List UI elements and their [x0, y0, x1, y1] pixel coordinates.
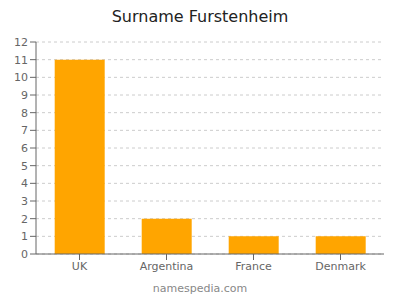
- svg-text:9: 9: [21, 89, 28, 102]
- html-text:namespedia.com: namespedia.com: [152, 282, 248, 295]
- html-text:Surname Furstenheim: Surname Furstenheim: [111, 7, 289, 26]
- svg-text:7: 7: [21, 124, 28, 137]
- svg-text:4: 4: [21, 177, 28, 190]
- svg-text:2: 2: [21, 213, 28, 226]
- svg-text:0: 0: [21, 248, 28, 261]
- svg-text:12: 12: [14, 36, 28, 49]
- svg-text:1: 1: [21, 230, 28, 243]
- svg-text:France: France: [235, 260, 272, 273]
- svg-text:Denmark: Denmark: [315, 260, 366, 273]
- svg-text:5: 5: [21, 160, 28, 173]
- svg-text:6: 6: [21, 142, 28, 155]
- svg-text:10: 10: [14, 71, 28, 84]
- svg-text:11: 11: [14, 54, 28, 67]
- svg-text:8: 8: [21, 107, 28, 120]
- svg-text:UK: UK: [72, 260, 88, 273]
- svg-text:Argentina: Argentina: [140, 260, 194, 273]
- svg-text:3: 3: [21, 195, 28, 208]
